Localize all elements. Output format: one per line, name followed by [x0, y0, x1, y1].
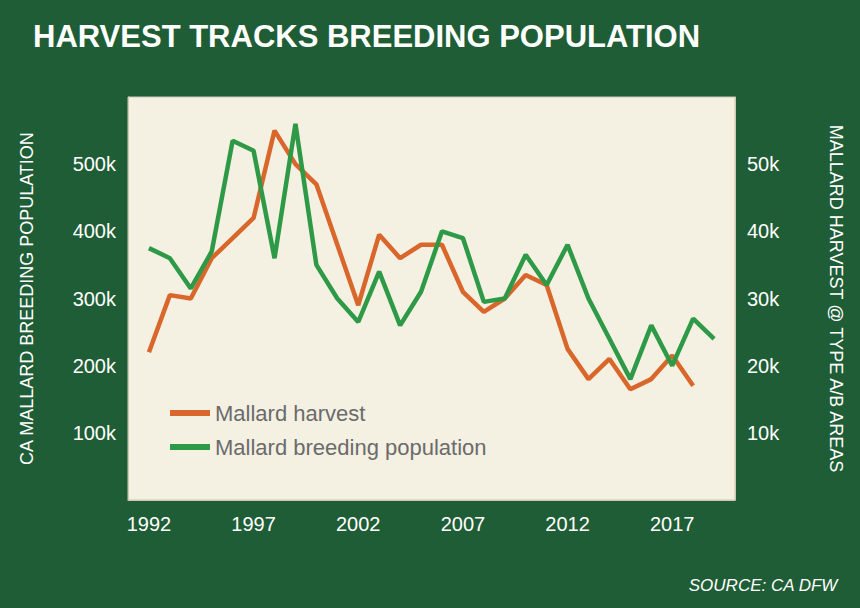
svg-text:50k: 50k [747, 153, 780, 175]
svg-text:2002: 2002 [336, 513, 381, 535]
svg-text:400k: 400k [73, 220, 117, 242]
svg-text:HARVEST TRACKS BREEDING POPULA: HARVEST TRACKS BREEDING POPULATION [33, 19, 700, 54]
svg-text:30k: 30k [747, 288, 780, 310]
svg-text:Mallard harvest: Mallard harvest [215, 401, 365, 426]
svg-text:SOURCE: CA DFW: SOURCE: CA DFW [689, 576, 840, 595]
svg-text:1992: 1992 [127, 513, 172, 535]
svg-text:CA MALLARD BREEDING POPULATION: CA MALLARD BREEDING POPULATION [17, 132, 37, 465]
svg-text:2017: 2017 [650, 513, 695, 535]
svg-text:1997: 1997 [231, 513, 275, 535]
svg-text:100k: 100k [73, 422, 117, 444]
svg-text:2012: 2012 [545, 513, 590, 535]
svg-text:2007: 2007 [441, 513, 486, 535]
svg-text:200k: 200k [73, 355, 117, 377]
svg-text:500k: 500k [73, 153, 117, 175]
svg-text:20k: 20k [747, 355, 780, 377]
svg-text:MALLARD HARVEST @ TYPE A/B ARE: MALLARD HARVEST @ TYPE A/B AREAS [826, 125, 846, 472]
svg-text:40k: 40k [747, 220, 780, 242]
svg-text:10k: 10k [747, 422, 780, 444]
svg-text:300k: 300k [73, 288, 117, 310]
svg-text:Mallard breeding population: Mallard breeding population [215, 435, 487, 460]
